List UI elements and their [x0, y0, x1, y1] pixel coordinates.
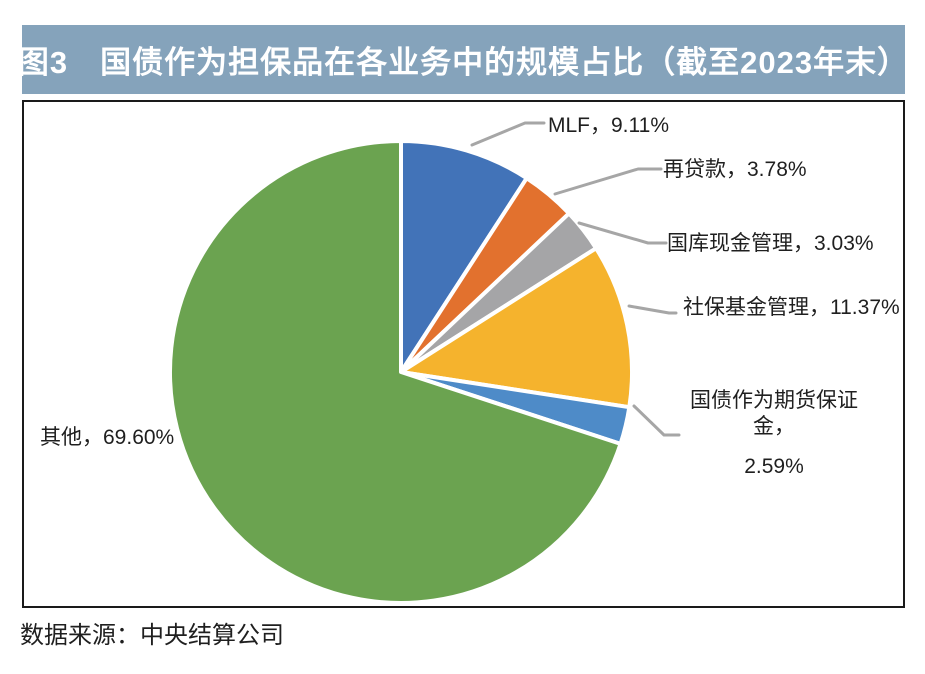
callout-label: 其他， — [40, 426, 103, 449]
leader-line-1 — [553, 167, 663, 196]
callout-label: 社保基金管理， — [683, 296, 830, 319]
leader-line-3 — [627, 304, 678, 315]
callout-value: 9.11% — [611, 114, 669, 137]
callout-label: 国债作为期货保证金， — [690, 389, 858, 438]
pie-slice-3 — [399, 246, 635, 410]
callout-qihuo-baozhengjin: 国债作为期货保证金， 2.59% — [672, 388, 876, 480]
pie-chart — [167, 121, 681, 605]
callout-mlf: MLF，9.11% — [548, 113, 669, 139]
figure-title-bar: 图3 国债作为担保品在各业务中的规模占比（截至2023年末） — [18, 25, 908, 94]
leader-line-0 — [470, 121, 546, 147]
callout-value: 2.59% — [744, 455, 804, 478]
chart-plot-area: MLF，9.11% 再贷款，3.78% 国库现金管理，3.03% 社保基金管理，… — [22, 100, 905, 608]
callout-shebao-jijin: 社保基金管理，11.37% — [683, 295, 900, 321]
figure-title: 图3 国债作为担保品在各业务中的规模占比（截至2023年末） — [17, 45, 910, 80]
callout-guoku-xianjin: 国库现金管理，3.03% — [667, 231, 874, 257]
callout-label: 国库现金管理， — [667, 232, 814, 255]
callout-value: 3.78% — [747, 158, 807, 181]
pie-slice-0 — [399, 139, 529, 374]
callout-label: 再贷款， — [663, 158, 747, 181]
leader-line-2 — [577, 221, 668, 245]
callout-value: 11.37% — [830, 296, 900, 319]
leader-line-4 — [632, 404, 681, 437]
callout-value: 69.60% — [103, 426, 175, 449]
callout-qita: 其他，69.60% — [40, 425, 174, 451]
callout-zaidaikuan: 再贷款，3.78% — [663, 157, 807, 183]
callout-value: 3.03% — [814, 232, 874, 255]
callout-label: MLF， — [548, 114, 611, 137]
data-source-note: 数据来源：中央结算公司 — [20, 622, 284, 649]
pie-slice-5 — [167, 139, 623, 605]
